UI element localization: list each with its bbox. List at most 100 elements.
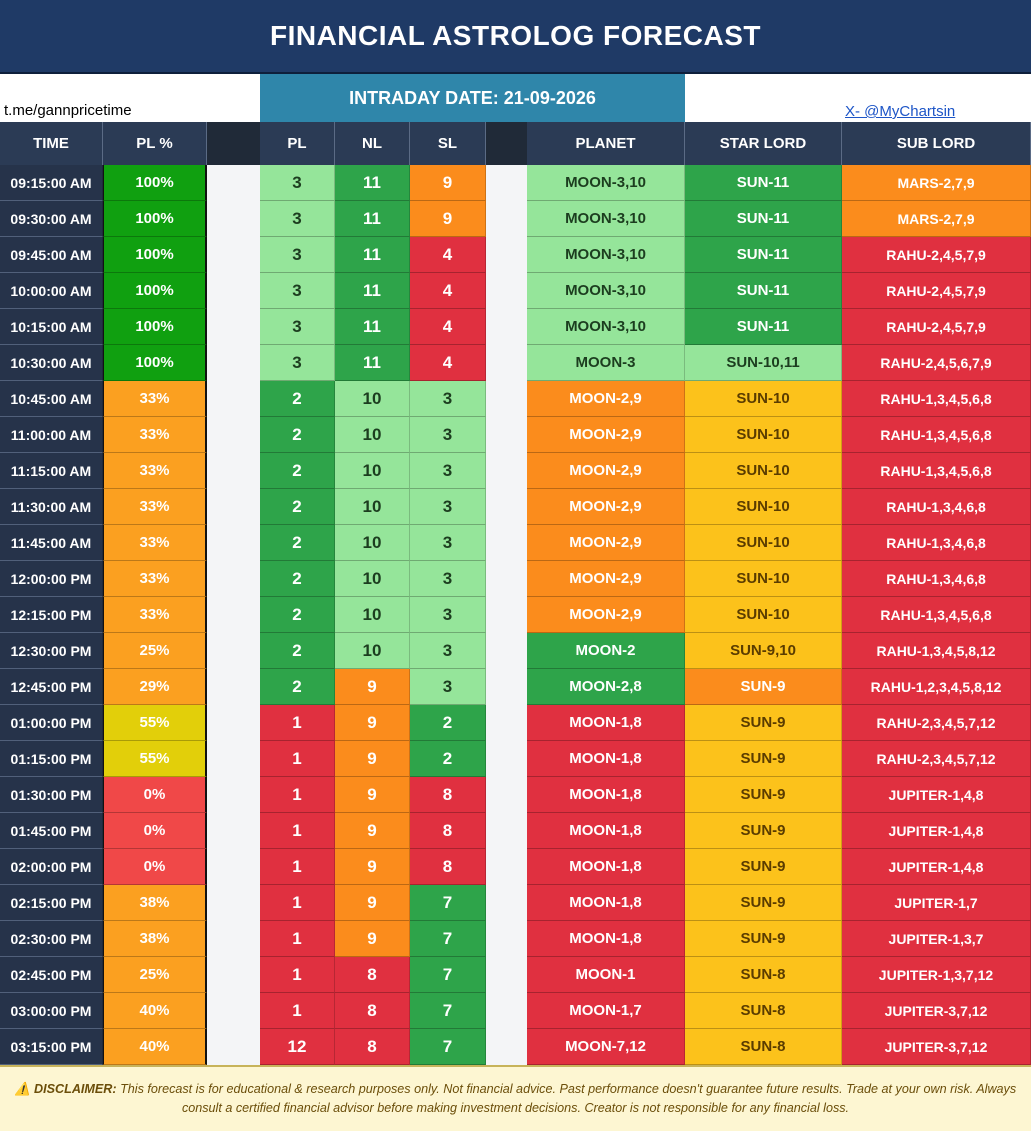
star-lord-cell: SUN-9 bbox=[685, 921, 842, 957]
intraday-date: INTRADAY DATE: 21-09-2026 bbox=[260, 74, 685, 122]
header-star-lord: STAR LORD bbox=[685, 122, 842, 165]
pl-cell: 2 bbox=[260, 453, 335, 489]
table-row: 09:45:00 AM 100% 3 11 4 MOON-3,10 SUN-11 RAHU-2… bbox=[0, 237, 1031, 273]
star-lord-cell: SUN-11 bbox=[685, 309, 842, 345]
planet-cell: MOON-3,10 bbox=[527, 273, 685, 309]
sl-cell: 8 bbox=[410, 777, 486, 813]
table-row: 10:30:00 AM 100% 3 11 4 MOON-3 SUN-10,11 RAHU-2… bbox=[0, 345, 1031, 381]
planet-cell: MOON-2,8 bbox=[527, 669, 685, 705]
planet-cell: MOON-2,9 bbox=[527, 417, 685, 453]
pl-percent-cell: 100% bbox=[103, 345, 207, 381]
time-cell: 01:00:00 PM bbox=[0, 705, 103, 741]
table-row: 02:00:00 PM 0% 1 9 8 MOON-1,8 SUN-9 JUPITER-1,4… bbox=[0, 849, 1031, 885]
time-cell: 02:45:00 PM bbox=[0, 957, 103, 993]
pl-percent-cell: 38% bbox=[103, 921, 207, 957]
sl-cell: 3 bbox=[410, 597, 486, 633]
planet-cell: MOON-2,9 bbox=[527, 525, 685, 561]
pl-percent-cell: 29% bbox=[103, 669, 207, 705]
star-lord-cell: SUN-9 bbox=[685, 813, 842, 849]
nl-cell: 11 bbox=[335, 165, 410, 201]
nl-cell: 10 bbox=[335, 381, 410, 417]
star-lord-cell: SUN-10 bbox=[685, 417, 842, 453]
table-row: 09:30:00 AM 100% 3 11 9 MOON-3,10 SUN-11 MARS-2… bbox=[0, 201, 1031, 237]
sl-cell: 3 bbox=[410, 561, 486, 597]
star-lord-cell: SUN-10 bbox=[685, 489, 842, 525]
sub-lord-cell: JUPITER-1,4,8 bbox=[842, 813, 1031, 849]
star-lord-cell: SUN-9,10 bbox=[685, 633, 842, 669]
time-cell: 10:30:00 AM bbox=[0, 345, 103, 381]
star-lord-cell: SUN-10,11 bbox=[685, 345, 842, 381]
star-lord-cell: SUN-11 bbox=[685, 273, 842, 309]
nl-cell: 8 bbox=[335, 993, 410, 1029]
page-title: FINANCIAL ASTROLOG FORECAST bbox=[0, 0, 1031, 74]
planet-cell: MOON-2 bbox=[527, 633, 685, 669]
planet-cell: MOON-1,8 bbox=[527, 885, 685, 921]
nl-cell: 10 bbox=[335, 489, 410, 525]
pl-percent-cell: 55% bbox=[103, 705, 207, 741]
time-cell: 03:00:00 PM bbox=[0, 993, 103, 1029]
pl-cell: 2 bbox=[260, 669, 335, 705]
star-lord-cell: SUN-11 bbox=[685, 237, 842, 273]
table-row: 01:45:00 PM 0% 1 9 8 MOON-1,8 SUN-9 JUPITER-1,4… bbox=[0, 813, 1031, 849]
planet-cell: MOON-7,12 bbox=[527, 1029, 685, 1065]
sub-lord-cell: JUPITER-1,4,8 bbox=[842, 777, 1031, 813]
planet-cell: MOON-1,8 bbox=[527, 705, 685, 741]
sub-lord-cell: JUPITER-1,7 bbox=[842, 885, 1031, 921]
planet-cell: MOON-3,10 bbox=[527, 201, 685, 237]
planet-cell: MOON-2,9 bbox=[527, 453, 685, 489]
pl-cell: 2 bbox=[260, 561, 335, 597]
sl-cell: 7 bbox=[410, 957, 486, 993]
star-lord-cell: SUN-9 bbox=[685, 849, 842, 885]
pl-percent-cell: 25% bbox=[103, 957, 207, 993]
sl-cell: 2 bbox=[410, 741, 486, 777]
sl-cell: 7 bbox=[410, 993, 486, 1029]
nl-cell: 10 bbox=[335, 525, 410, 561]
sl-cell: 4 bbox=[410, 345, 486, 381]
table-row: 03:15:00 PM 40% 12 8 7 MOON-7,12 SUN-8 JUPITER-… bbox=[0, 1029, 1031, 1065]
sub-lord-cell: JUPITER-1,3,7,12 bbox=[842, 957, 1031, 993]
table-row: 02:30:00 PM 38% 1 9 7 MOON-1,8 SUN-9 JUPITER-1,… bbox=[0, 921, 1031, 957]
pl-percent-cell: 100% bbox=[103, 309, 207, 345]
pl-cell: 1 bbox=[260, 813, 335, 849]
pl-percent-cell: 33% bbox=[103, 489, 207, 525]
pl-percent-cell: 0% bbox=[103, 813, 207, 849]
planet-cell: MOON-1,8 bbox=[527, 921, 685, 957]
sl-cell: 3 bbox=[410, 453, 486, 489]
star-lord-cell: SUN-10 bbox=[685, 597, 842, 633]
nl-cell: 9 bbox=[335, 849, 410, 885]
time-cell: 10:45:00 AM bbox=[0, 381, 103, 417]
header-sl: SL bbox=[410, 122, 486, 165]
sl-cell: 4 bbox=[410, 309, 486, 345]
social-bar: X- @MyChartsin bbox=[685, 74, 1031, 122]
planet-cell: MOON-1 bbox=[527, 957, 685, 993]
pl-percent-cell: 100% bbox=[103, 237, 207, 273]
time-cell: 11:30:00 AM bbox=[0, 489, 103, 525]
nl-cell: 9 bbox=[335, 705, 410, 741]
time-cell: 09:45:00 AM bbox=[0, 237, 103, 273]
star-lord-cell: SUN-10 bbox=[685, 561, 842, 597]
pl-percent-cell: 33% bbox=[103, 417, 207, 453]
sub-lord-cell: RAHU-1,3,4,6,8 bbox=[842, 525, 1031, 561]
star-lord-cell: SUN-8 bbox=[685, 993, 842, 1029]
star-lord-cell: SUN-9 bbox=[685, 741, 842, 777]
x-handle-link[interactable]: X- @MyChartsin bbox=[845, 103, 956, 120]
sl-cell: 8 bbox=[410, 849, 486, 885]
sub-lord-cell: RAHU-1,2,3,4,5,8,12 bbox=[842, 669, 1031, 705]
star-lord-cell: SUN-9 bbox=[685, 777, 842, 813]
star-lord-cell: SUN-8 bbox=[685, 957, 842, 993]
table-row: 01:15:00 PM 55% 1 9 2 MOON-1,8 SUN-9 RAHU-2,3,4… bbox=[0, 741, 1031, 777]
pl-percent-cell: 0% bbox=[103, 849, 207, 885]
nl-cell: 8 bbox=[335, 1029, 410, 1065]
sub-lord-cell: JUPITER-3,7,12 bbox=[842, 993, 1031, 1029]
pl-cell: 3 bbox=[260, 237, 335, 273]
header-spacer-right bbox=[486, 122, 527, 165]
time-cell: 01:30:00 PM bbox=[0, 777, 103, 813]
pl-percent-cell: 38% bbox=[103, 885, 207, 921]
nl-cell: 11 bbox=[335, 237, 410, 273]
time-cell: 10:15:00 AM bbox=[0, 309, 103, 345]
pl-percent-cell: 0% bbox=[103, 777, 207, 813]
pl-cell: 3 bbox=[260, 165, 335, 201]
time-cell: 01:45:00 PM bbox=[0, 813, 103, 849]
time-cell: 11:15:00 AM bbox=[0, 453, 103, 489]
sl-cell: 8 bbox=[410, 813, 486, 849]
